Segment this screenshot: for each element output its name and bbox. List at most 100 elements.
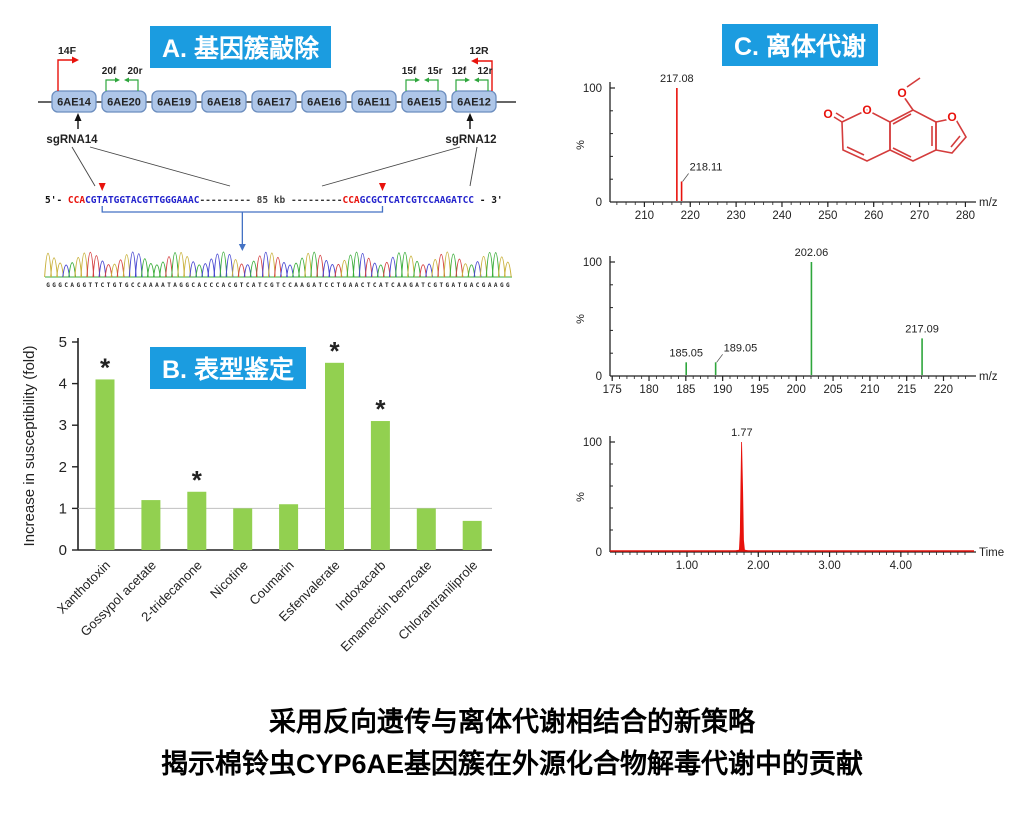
- x-tick-label: 210: [635, 210, 654, 222]
- trace-peak: [122, 254, 131, 278]
- green-reverse-arrow: [129, 79, 139, 91]
- gene-box-label: 6AE12: [457, 97, 491, 109]
- trace-base-letter: A: [173, 282, 177, 289]
- trace-base-letter: A: [470, 282, 474, 289]
- bar: [187, 491, 207, 550]
- trace-base-letter: A: [397, 282, 401, 289]
- trace-base-letter: C: [361, 282, 365, 289]
- green-forward-arrow: [105, 79, 115, 91]
- trace-base-letter: G: [46, 282, 50, 289]
- trace-base-letter: T: [385, 282, 389, 289]
- x-tick-label: 220: [681, 210, 700, 222]
- trace-peak: [134, 253, 143, 278]
- trace-peak: [231, 259, 240, 278]
- trace-base-letter: G: [343, 282, 347, 289]
- trace-base-letter: T: [421, 282, 425, 289]
- bar: [325, 362, 344, 550]
- trace-base-letter: A: [294, 282, 298, 289]
- gene-box: [101, 90, 147, 113]
- mass-spectrum-1: 100 0% 210 220 230 240 250 260 270 280 m/z 217.08 21…: [575, 73, 998, 222]
- significance-star: *: [192, 465, 203, 495]
- trace-peak: [80, 252, 89, 278]
- green-reverse-label: 20r: [127, 66, 142, 77]
- carbonyl-bond-1: [833, 116, 843, 123]
- category-label: Chlorantraniliprole: [395, 558, 480, 643]
- pyranone-ring: [841, 109, 891, 162]
- green-reverse-arrow: [479, 79, 489, 91]
- trace-base-letter: C: [101, 282, 105, 289]
- green-forward-arrow: [405, 79, 415, 91]
- trace-base-letter: T: [276, 282, 280, 289]
- x-axis-title: m/z: [979, 197, 998, 209]
- trace-base-letter: C: [288, 282, 292, 289]
- sgrna-right-label: sgRNA12: [445, 134, 496, 146]
- trace-peak: [128, 251, 137, 278]
- green-forward-arrow: [455, 79, 465, 91]
- trace-base-letter: A: [349, 282, 353, 289]
- green-reverse-label: 15r: [427, 66, 442, 77]
- trace-base-letter: C: [64, 282, 68, 289]
- arrowhead-left-icon: [471, 57, 478, 65]
- x-tick-label: 210: [860, 384, 879, 396]
- sgrna-target-line: [89, 146, 231, 187]
- x-tick-label: 175: [603, 384, 622, 396]
- trace-peak: [455, 258, 464, 278]
- trace-base-letter: G: [82, 282, 86, 289]
- trace-peak: [140, 258, 149, 278]
- gene-box: [251, 90, 297, 113]
- trace-peak: [485, 252, 494, 278]
- gene-box-label: 6AE18: [207, 97, 241, 109]
- significance-star: *: [329, 336, 340, 366]
- arrowhead-up-icon: [74, 113, 82, 121]
- chromatogram-peak: [734, 441, 749, 552]
- gene-box-label: 6AE19: [157, 97, 191, 109]
- trace-base-letter: G: [76, 282, 80, 289]
- trace-peak: [86, 252, 95, 278]
- gene-box-label: 6AE14: [57, 97, 92, 109]
- y-tick-label: 2: [59, 459, 67, 476]
- trace-base-letter: C: [191, 282, 195, 289]
- y-axis-title: %: [575, 314, 587, 324]
- y-tick-label: 3: [59, 417, 67, 434]
- trace-peak: [50, 257, 58, 278]
- trace-peak: [346, 254, 355, 278]
- cut-site-marker: [98, 183, 106, 191]
- bar: [462, 520, 482, 550]
- methoxy-oxygen-label: O: [897, 86, 906, 100]
- furan-oxygen-label: O: [947, 110, 956, 124]
- trace-peak: [395, 252, 403, 278]
- arrowhead-left-icon: [124, 77, 129, 83]
- gene-box-label: 6AE16: [307, 97, 341, 109]
- trace-peak: [274, 256, 282, 278]
- bar: [95, 379, 115, 550]
- trace-base-letter: A: [403, 282, 407, 289]
- x-tick-label: 230: [727, 210, 746, 222]
- trace-peak: [407, 255, 415, 278]
- sgrna-target-line: [469, 146, 478, 187]
- trace-base-letter: A: [155, 282, 159, 289]
- right-primer-label: 12R: [469, 45, 489, 57]
- peak-label: 217.08: [660, 73, 694, 85]
- trace-peak: [213, 253, 222, 278]
- x-tick-label: 1.00: [676, 560, 698, 572]
- peak-label: 217.09: [905, 323, 939, 335]
- trace-peak: [92, 255, 101, 278]
- trace-peak: [98, 260, 107, 278]
- double-bond-inner-2: [892, 113, 912, 125]
- furan-ring: [935, 117, 967, 154]
- trace-peak: [437, 253, 446, 278]
- gene-box-label: 6AE15: [407, 97, 441, 109]
- trace-base-letter: C: [324, 282, 328, 289]
- trace-peak: [503, 261, 512, 278]
- x-tick-label: 195: [750, 384, 769, 396]
- trace-base-letter: A: [488, 282, 492, 289]
- genomic-sequence: 5'- CCACGTATGGTACGTTGGGAAAC--------- 85 …: [45, 195, 503, 206]
- trace-base-letter: G: [500, 282, 504, 289]
- trace-peak: [261, 252, 270, 278]
- peak-label: 189.05: [724, 342, 758, 354]
- panel-a-title: A. 基因簇敲除: [150, 26, 331, 68]
- x-tick-label: 4.00: [890, 560, 912, 572]
- trace-base-letter: T: [337, 282, 341, 289]
- trace-peak: [304, 253, 313, 278]
